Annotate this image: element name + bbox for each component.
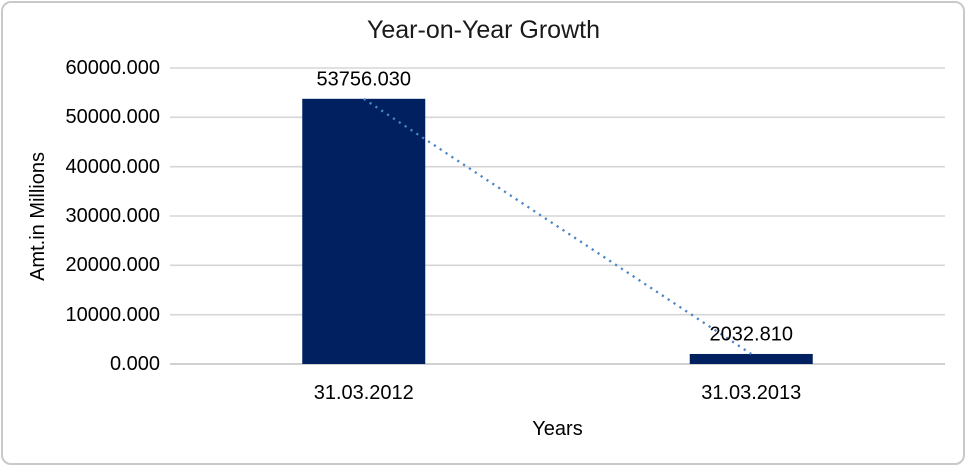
y-tick-label: 60000.000	[65, 57, 160, 79]
y-tick-label: 0.000	[109, 353, 160, 375]
trendline	[363, 97, 752, 355]
y-tick-label: 30000.000	[65, 205, 160, 227]
y-tick-label: 50000.000	[65, 106, 160, 129]
x-tick-label: 31.03.2012	[313, 382, 414, 404]
y-tick-label: 10000.000	[65, 303, 160, 326]
bar-31.03.2013	[689, 353, 813, 364]
bar-31.03.2012	[302, 98, 426, 364]
x-tick-label: 31.03.2013	[701, 382, 802, 404]
y-tick-label: 20000.000	[65, 254, 160, 277]
data-label: 2032.810	[709, 323, 793, 346]
data-label: 53756.030	[316, 68, 412, 91]
y-tick-label: 40000.000	[65, 155, 160, 178]
x-axis-title: Years	[532, 418, 583, 440]
chart-title: Year-on-Year Growth	[366, 16, 600, 44]
